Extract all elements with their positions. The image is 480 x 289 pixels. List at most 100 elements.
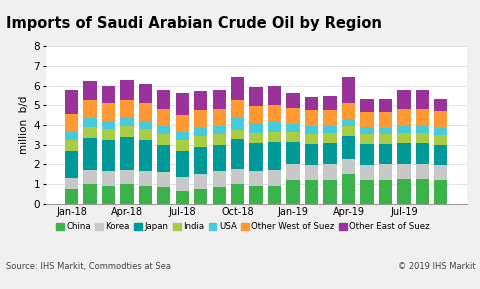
Bar: [83, 100, 96, 118]
Bar: [415, 143, 428, 164]
Bar: [65, 140, 78, 151]
Bar: [120, 100, 133, 117]
Bar: [102, 129, 115, 140]
Bar: [396, 164, 409, 179]
Bar: [212, 109, 226, 126]
Bar: [415, 164, 428, 179]
Bar: [230, 130, 244, 139]
Legend: China, Korea, Japan, India, USA, Other West of Suez, Other East of Suez: China, Korea, Japan, India, USA, Other W…: [52, 219, 432, 235]
Bar: [102, 171, 115, 186]
Bar: [267, 132, 281, 142]
Bar: [120, 137, 133, 170]
Bar: [415, 109, 428, 126]
Bar: [83, 118, 96, 127]
Bar: [286, 132, 299, 142]
Bar: [230, 77, 244, 100]
Bar: [378, 99, 391, 112]
Bar: [212, 171, 226, 187]
Bar: [341, 126, 354, 136]
Bar: [341, 174, 354, 204]
Bar: [360, 99, 373, 112]
Bar: [378, 134, 391, 144]
Bar: [120, 117, 133, 126]
Bar: [230, 169, 244, 184]
Bar: [175, 115, 189, 132]
Bar: [194, 147, 207, 174]
Bar: [323, 143, 336, 164]
Bar: [415, 90, 428, 109]
Bar: [194, 90, 207, 110]
Bar: [396, 109, 409, 126]
Bar: [323, 133, 336, 143]
Bar: [175, 140, 189, 151]
Text: © 2019 IHS Markit: © 2019 IHS Markit: [397, 262, 474, 271]
Bar: [65, 151, 78, 178]
Bar: [304, 126, 317, 134]
Bar: [341, 160, 354, 174]
Bar: [433, 111, 446, 128]
Bar: [360, 112, 373, 127]
Bar: [433, 180, 446, 204]
Text: Imports of Saudi Arabian Crude Oil by Region: Imports of Saudi Arabian Crude Oil by Re…: [6, 16, 381, 31]
Bar: [102, 121, 115, 129]
Bar: [286, 124, 299, 132]
Bar: [341, 103, 354, 119]
Bar: [194, 174, 207, 189]
Bar: [83, 127, 96, 138]
Bar: [341, 77, 354, 103]
Bar: [396, 90, 409, 109]
Bar: [120, 80, 133, 100]
Bar: [65, 90, 78, 114]
Bar: [249, 87, 262, 106]
Bar: [396, 133, 409, 143]
Bar: [102, 140, 115, 171]
Bar: [396, 143, 409, 164]
Bar: [102, 86, 115, 103]
Bar: [65, 114, 78, 131]
Bar: [323, 164, 336, 180]
Bar: [286, 142, 299, 164]
Bar: [194, 136, 207, 147]
Bar: [360, 127, 373, 134]
Bar: [304, 134, 317, 144]
Bar: [120, 170, 133, 184]
Bar: [396, 179, 409, 204]
Bar: [230, 139, 244, 169]
Bar: [120, 126, 133, 137]
Bar: [212, 126, 226, 134]
Bar: [286, 180, 299, 204]
Bar: [83, 138, 96, 170]
Bar: [138, 140, 152, 171]
Bar: [323, 126, 336, 133]
Bar: [230, 184, 244, 204]
Bar: [230, 117, 244, 130]
Bar: [212, 187, 226, 204]
Bar: [157, 126, 170, 134]
Bar: [138, 129, 152, 140]
Bar: [102, 186, 115, 204]
Bar: [286, 94, 299, 108]
Bar: [378, 164, 391, 180]
Bar: [267, 122, 281, 132]
Bar: [304, 110, 317, 126]
Bar: [212, 134, 226, 145]
Bar: [396, 126, 409, 133]
Bar: [249, 171, 262, 186]
Bar: [433, 145, 446, 165]
Bar: [249, 106, 262, 123]
Bar: [304, 97, 317, 110]
Bar: [360, 165, 373, 180]
Bar: [323, 110, 336, 126]
Bar: [378, 180, 391, 204]
Bar: [267, 142, 281, 170]
Bar: [360, 134, 373, 144]
Bar: [157, 172, 170, 187]
Bar: [433, 165, 446, 180]
Bar: [433, 99, 446, 111]
Bar: [138, 121, 152, 129]
Bar: [157, 145, 170, 172]
Bar: [138, 84, 152, 103]
Bar: [360, 144, 373, 165]
Bar: [194, 128, 207, 136]
Bar: [65, 189, 78, 204]
